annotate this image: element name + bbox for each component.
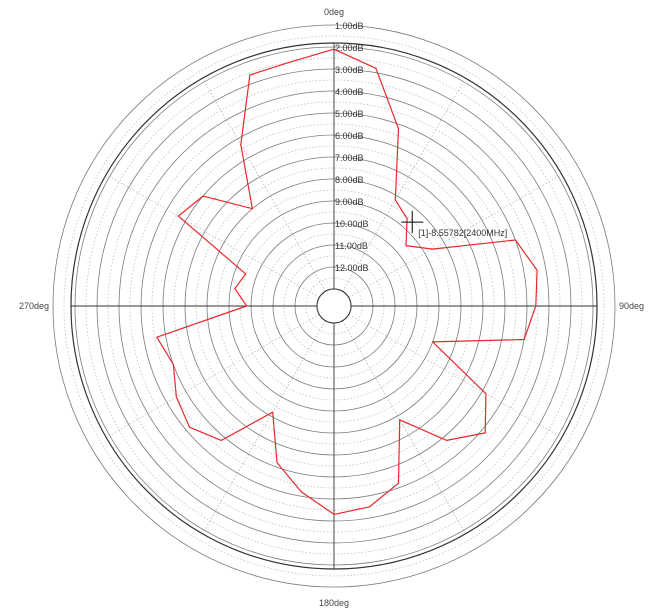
series-point — [368, 506, 371, 508]
ring-label: 7.00dB — [335, 153, 364, 163]
ring-label: 8.00dB — [335, 175, 364, 185]
series-point — [333, 513, 335, 516]
ring-label: 2.00dB — [335, 43, 364, 53]
series-point — [485, 393, 487, 395]
series-point — [523, 338, 525, 341]
series-point — [394, 199, 396, 201]
series-point — [245, 273, 247, 275]
series-point — [300, 491, 302, 493]
minor-ring-gridline — [63, 35, 605, 577]
series-point — [246, 305, 248, 307]
series-point — [406, 218, 408, 220]
spoke-gridline — [348, 174, 562, 298]
series-point — [177, 215, 179, 217]
polar-axes — [70, 42, 598, 570]
series-point — [276, 461, 278, 464]
angle-label: 90deg — [619, 301, 644, 311]
ring-label: 12.00dB — [335, 263, 369, 273]
series-point — [249, 74, 251, 76]
ring-label: 4.00dB — [335, 87, 364, 97]
series-point — [399, 419, 401, 421]
series-point — [375, 67, 377, 69]
spoke-gridline — [342, 320, 466, 534]
spoke-gridline — [106, 314, 320, 438]
spoke-gridline — [106, 174, 320, 298]
series-point — [156, 336, 158, 338]
ring-label: 3.00dB — [335, 65, 364, 75]
center-hole-cover — [316, 288, 352, 324]
ring-label: 10.00dB — [335, 219, 369, 229]
series-point — [514, 239, 516, 241]
ring-label: 1.00dB — [335, 21, 364, 31]
series-layer — [156, 48, 538, 516]
ring-labels: 1.00dB 2.00dB 3.00dB 4.00dB 5.00dB 6.00dB 7.00… — [335, 21, 369, 273]
angle-label: 0deg — [324, 7, 344, 17]
series-point — [220, 439, 222, 441]
series-point — [405, 244, 407, 247]
series-point — [484, 432, 486, 434]
angle-labels: 0deg 90deg 180deg 270deg — [19, 7, 644, 608]
series-point — [240, 143, 242, 146]
series-point — [432, 341, 434, 343]
series-point — [446, 439, 448, 441]
series-point — [251, 208, 253, 210]
spoke-gridline — [202, 320, 326, 534]
spoke-gridline — [342, 78, 466, 292]
marker-layer: [1]-8.55782[2400MHz] — [401, 211, 507, 238]
ring-label: 6.00dB — [335, 131, 364, 141]
series-point — [397, 128, 400, 130]
series-point — [536, 269, 538, 271]
ring-label: 11.00dB — [335, 241, 368, 251]
ring-gridline — [52, 24, 616, 588]
series-point — [397, 482, 400, 484]
angle-label: 270deg — [19, 301, 49, 311]
spoke-gridline — [348, 314, 562, 438]
series-point — [175, 396, 177, 398]
marker-label: [1]-8.55782[2400MHz] — [418, 228, 507, 238]
series-point — [172, 363, 174, 366]
series-point — [234, 287, 236, 290]
series-point — [202, 195, 204, 197]
series-point — [535, 305, 537, 307]
ring-label: 9.00dB — [335, 197, 364, 207]
ring-label: 5.00dB — [335, 109, 364, 119]
series-point — [290, 61, 292, 63]
series-point — [188, 426, 191, 428]
series-point — [333, 48, 335, 50]
angle-label: 180deg — [319, 598, 349, 608]
series-point — [431, 248, 434, 250]
series-point — [272, 411, 274, 413]
spoke-gridline — [202, 78, 326, 292]
